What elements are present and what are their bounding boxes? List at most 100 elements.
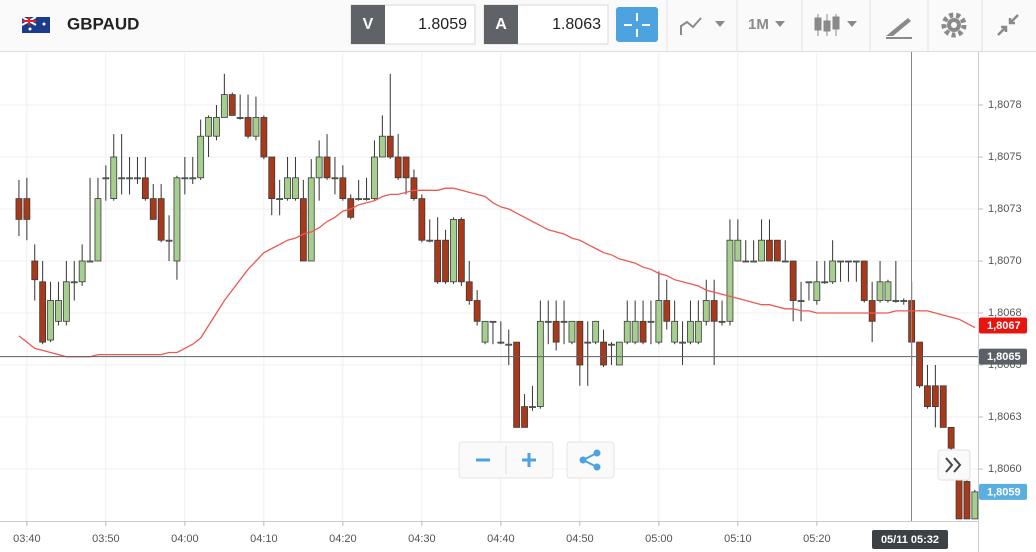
candle-body <box>639 320 647 343</box>
candle-body <box>916 341 923 387</box>
candle-body <box>157 198 165 241</box>
candle-body <box>971 491 979 520</box>
bid-label: V <box>363 16 374 33</box>
candle-body <box>892 300 900 302</box>
candle-body <box>623 320 631 343</box>
candle-body <box>489 320 497 323</box>
candle-body <box>205 117 212 137</box>
zoom-in-button[interactable] <box>522 453 536 467</box>
candle-body <box>15 198 23 220</box>
scroll-right-button[interactable] <box>937 449 971 481</box>
candle-body <box>402 156 410 179</box>
candle-body <box>584 341 592 344</box>
candle-body <box>386 135 394 158</box>
candle-body <box>78 260 86 283</box>
candle-body <box>252 117 260 137</box>
candle-body <box>355 198 363 201</box>
candle-body <box>126 177 133 180</box>
candle-body <box>939 385 947 428</box>
candle-body <box>694 320 702 343</box>
candle-body <box>331 177 339 180</box>
candle-body <box>363 198 370 201</box>
x-tick-label: 04:50 <box>566 533 594 545</box>
candle-body <box>726 239 734 322</box>
y-tick-label: 1,8068 <box>988 307 1022 319</box>
candle-body <box>173 177 181 262</box>
candle-body <box>260 117 268 158</box>
x-tick-label: 05:00 <box>645 533 673 545</box>
bid-button[interactable]: V 1.8059 <box>350 4 476 45</box>
candle-body <box>339 177 347 200</box>
candle-body <box>315 156 323 179</box>
moving-average-line <box>18 187 976 358</box>
candle-body <box>544 320 552 323</box>
price-marker-label: 1,8067 <box>987 320 1021 332</box>
candle-body <box>481 320 489 343</box>
candle-body <box>876 281 884 301</box>
candle-body <box>671 320 679 343</box>
candle-body <box>70 281 78 284</box>
candle-body <box>62 281 70 322</box>
candle-body <box>371 156 378 199</box>
candle-body <box>197 135 205 179</box>
candle-body <box>718 320 726 323</box>
candle-body <box>141 177 149 200</box>
y-tick-label: 1,8073 <box>988 203 1022 215</box>
share-button[interactable] <box>566 441 615 479</box>
candle-body <box>307 177 315 262</box>
candle-body <box>536 320 544 408</box>
timeframe: 1M <box>748 16 769 33</box>
plot <box>0 73 979 520</box>
candle-body <box>236 117 244 119</box>
axis: 1,8060 1,8063 1,8065 1,8068 1,8070 1,8073 1,80… <box>13 99 1027 545</box>
ask-button[interactable]: A 1.8063 <box>483 4 609 45</box>
timeframe-button[interactable]: 1M <box>748 16 785 33</box>
candle-body <box>687 320 694 343</box>
candle-body <box>884 281 892 301</box>
candle-body <box>228 94 236 116</box>
bid-price: 1.8059 <box>418 16 467 33</box>
y-tick-label: 1,8075 <box>988 151 1022 163</box>
candle-body <box>118 177 126 180</box>
candle-body <box>418 198 426 241</box>
candle-body <box>378 135 386 158</box>
candle-body <box>434 239 442 283</box>
candle-body <box>189 177 197 180</box>
chart-type-button[interactable] <box>680 17 725 35</box>
symbol[interactable]: GBPAUD <box>67 14 139 33</box>
candle-body <box>394 156 402 179</box>
candle-body <box>213 117 220 137</box>
drawing-tool-button[interactable] <box>886 18 912 39</box>
candle-body <box>781 260 789 263</box>
candle-body <box>323 156 331 179</box>
price-marker-label: 1,8059 <box>987 486 1021 498</box>
candle-body <box>457 218 465 283</box>
candle-body <box>165 239 173 242</box>
price-marker <box>979 348 1027 365</box>
x-tick-label: 05:10 <box>724 533 752 545</box>
candle-body <box>947 426 955 449</box>
zoom-controls <box>458 441 554 479</box>
candle-body <box>631 320 639 343</box>
candle-body <box>473 300 481 322</box>
candle-body <box>900 300 908 302</box>
candle-body <box>134 177 141 180</box>
candle-body <box>852 260 860 263</box>
x-tick-label: 03:50 <box>92 533 120 545</box>
candle-style-button[interactable] <box>814 14 857 36</box>
candle-body <box>702 300 710 322</box>
candle-body <box>663 300 671 322</box>
candle-body <box>220 94 228 118</box>
candle-body <box>299 198 307 262</box>
candle-body <box>47 300 54 341</box>
crosshair-button[interactable] <box>616 7 658 42</box>
candle-body <box>750 260 758 263</box>
candle-body <box>797 300 805 302</box>
candle-body <box>615 341 623 366</box>
minimize-button[interactable] <box>997 14 1019 36</box>
ask-label: A <box>495 16 507 33</box>
settings-button[interactable] <box>941 12 967 38</box>
candle-body <box>450 218 457 283</box>
